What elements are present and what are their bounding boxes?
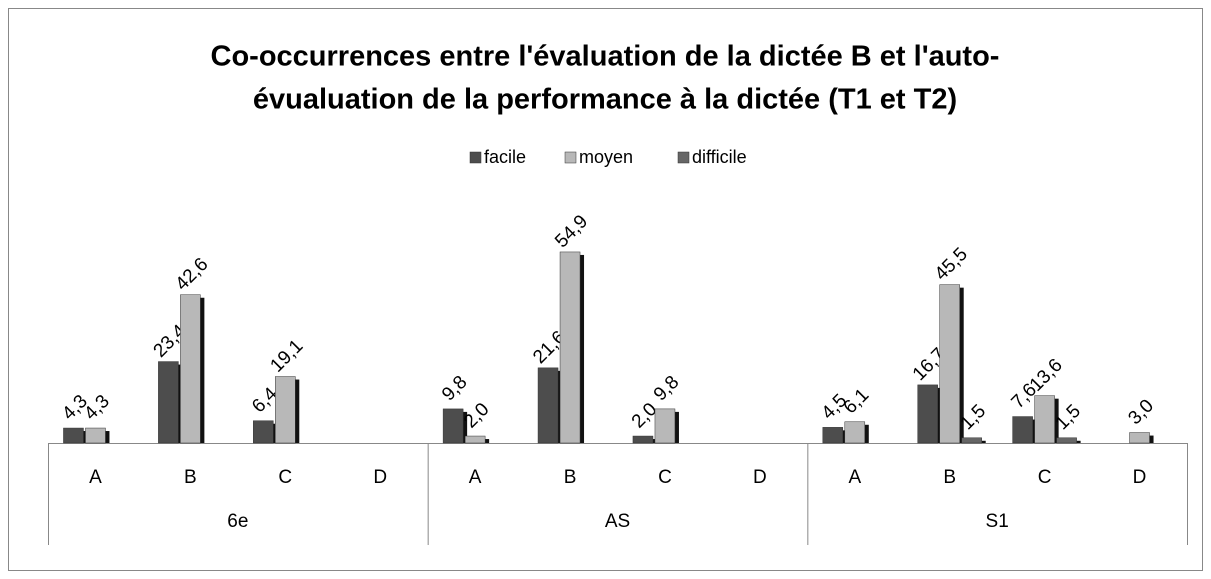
bar: [559, 251, 581, 444]
bar: [1129, 432, 1150, 444]
x-tick-label: B: [184, 467, 197, 488]
x-tick-label: C: [278, 467, 292, 488]
bar: [1056, 437, 1077, 444]
bar: [654, 408, 676, 444]
x-tick-label: D: [1133, 467, 1147, 488]
bar: [1034, 395, 1055, 444]
bar: [85, 427, 106, 444]
x-tick-label: A: [89, 467, 102, 488]
bar: [917, 384, 938, 444]
legend-label: facile: [484, 147, 526, 167]
legend-swatch: [564, 151, 577, 164]
legend-swatch: [677, 151, 690, 164]
bar: [844, 421, 866, 444]
bar: [180, 294, 201, 444]
chart-title: évualuation de la performance à la dicté…: [253, 84, 957, 116]
x-tick-label: C: [658, 467, 672, 488]
bar: [464, 435, 486, 444]
bar: [63, 427, 84, 444]
bar: [537, 367, 559, 444]
chart-title: Co-occurrences entre l'évaluation de la …: [211, 41, 1000, 73]
x-tick-label: D: [373, 467, 387, 488]
bar: [442, 408, 464, 444]
bar: [1012, 416, 1033, 444]
bar: [275, 376, 296, 444]
bar: [961, 437, 982, 444]
bar: [158, 361, 179, 444]
x-tick-label: C: [1038, 467, 1052, 488]
group-label: S1: [986, 511, 1009, 532]
bar: [939, 284, 960, 444]
x-tick-label: B: [943, 467, 956, 488]
bar: [632, 435, 654, 444]
bar: [822, 427, 844, 444]
x-tick-label: B: [564, 467, 577, 488]
x-tick-label: D: [753, 467, 767, 488]
chart-frame: [8, 8, 1203, 571]
x-tick-label: A: [469, 467, 482, 488]
x-tick-label: A: [848, 467, 861, 488]
group-label: AS: [605, 511, 630, 532]
legend-label: moyen: [579, 147, 633, 167]
legend-swatch: [469, 151, 482, 164]
bar: [253, 420, 274, 444]
legend-label: difficile: [692, 147, 747, 167]
group-label: 6e: [227, 511, 248, 532]
